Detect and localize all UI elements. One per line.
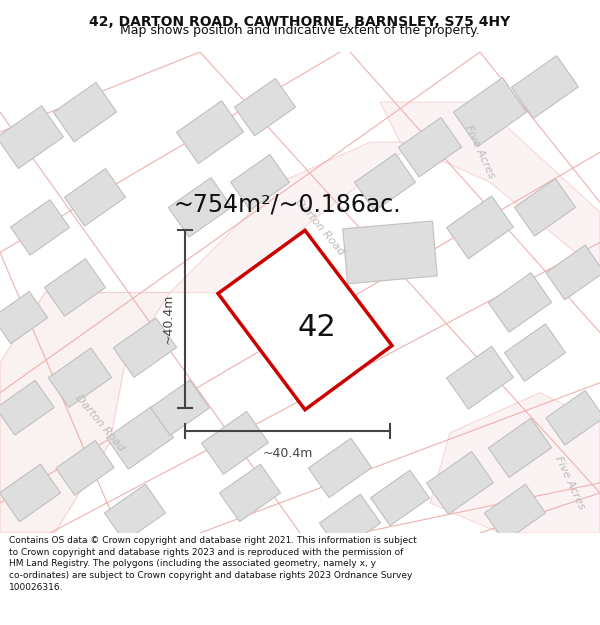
Polygon shape <box>53 82 116 142</box>
Polygon shape <box>64 169 125 226</box>
Polygon shape <box>113 318 176 378</box>
Text: ~754m²/~0.186ac.: ~754m²/~0.186ac. <box>173 192 401 216</box>
Text: ~40.4m: ~40.4m <box>162 294 175 344</box>
Polygon shape <box>170 142 415 292</box>
Polygon shape <box>169 177 232 237</box>
Polygon shape <box>398 118 461 177</box>
Text: Darton Road: Darton Road <box>74 392 127 453</box>
Polygon shape <box>446 346 514 409</box>
Polygon shape <box>308 438 371 498</box>
Polygon shape <box>546 245 600 300</box>
Polygon shape <box>355 154 416 211</box>
Polygon shape <box>235 78 296 136</box>
Polygon shape <box>151 380 209 436</box>
Polygon shape <box>514 179 575 236</box>
Polygon shape <box>220 464 281 522</box>
Polygon shape <box>230 154 289 210</box>
Polygon shape <box>11 199 70 255</box>
Polygon shape <box>484 484 545 542</box>
Polygon shape <box>176 101 244 164</box>
Polygon shape <box>454 78 527 147</box>
Polygon shape <box>49 348 112 408</box>
Polygon shape <box>0 464 61 522</box>
Polygon shape <box>0 106 64 169</box>
Polygon shape <box>104 484 166 542</box>
Polygon shape <box>512 56 578 119</box>
Polygon shape <box>446 196 514 259</box>
Text: Darton Road: Darton Road <box>293 198 346 258</box>
Text: ~40.4m: ~40.4m <box>262 447 313 460</box>
Text: Five Acres: Five Acres <box>553 455 587 511</box>
Polygon shape <box>202 411 268 474</box>
Polygon shape <box>380 102 600 272</box>
Polygon shape <box>371 470 430 526</box>
Text: 42, DARTON ROAD, CAWTHORNE, BARNSLEY, S75 4HY: 42, DARTON ROAD, CAWTHORNE, BARNSLEY, S7… <box>89 14 511 29</box>
Polygon shape <box>488 272 551 332</box>
Polygon shape <box>321 316 389 380</box>
Polygon shape <box>0 292 170 533</box>
Polygon shape <box>343 221 437 284</box>
Polygon shape <box>488 418 551 478</box>
Polygon shape <box>430 392 600 533</box>
Polygon shape <box>427 451 493 514</box>
Polygon shape <box>0 291 47 344</box>
Polygon shape <box>44 259 106 316</box>
Polygon shape <box>319 494 380 552</box>
Polygon shape <box>56 441 114 495</box>
Polygon shape <box>505 324 566 381</box>
Text: Map shows position and indicative extent of the property.: Map shows position and indicative extent… <box>120 24 480 38</box>
Polygon shape <box>546 391 600 445</box>
Text: Contains OS data © Crown copyright and database right 2021. This information is : Contains OS data © Crown copyright and d… <box>9 536 417 592</box>
Polygon shape <box>0 381 54 435</box>
Polygon shape <box>218 231 392 410</box>
Text: Five Acres: Five Acres <box>463 124 497 181</box>
Text: 42: 42 <box>298 313 337 342</box>
Polygon shape <box>107 406 173 469</box>
